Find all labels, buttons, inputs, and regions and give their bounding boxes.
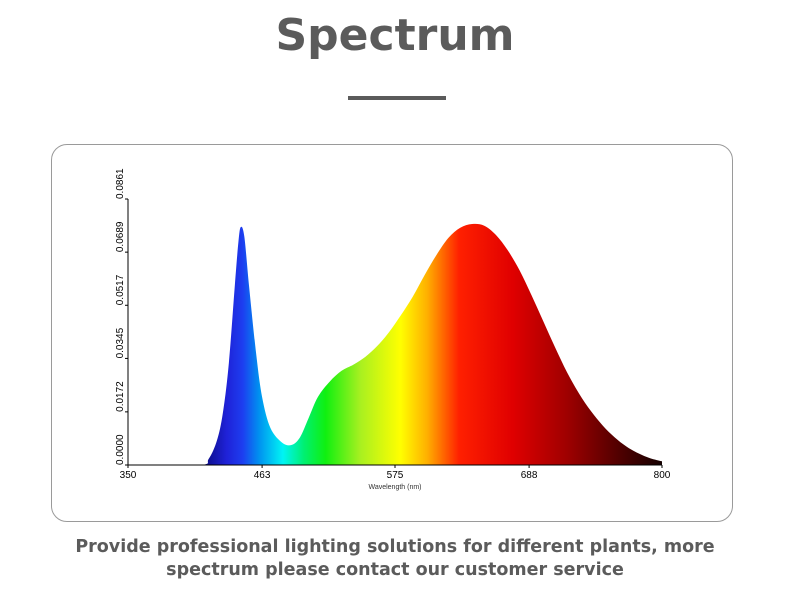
spectrum-chart: 350 463 575 688 800 0.0000 0.0172 0.0345 0.0517 0…	[115, 168, 671, 491]
y-tick-label: 0.0000	[115, 434, 126, 465]
spectrum-area	[128, 223, 662, 465]
spectrum-chart-card: 350 463 575 688 800 0.0000 0.0172 0.0345 0.0517 0…	[51, 144, 733, 522]
y-tick-label: 0.0345	[115, 327, 126, 358]
title-divider	[348, 96, 446, 100]
x-tick-label: 688	[521, 470, 538, 481]
x-tick-label: 800	[654, 470, 671, 481]
y-tick-label: 0.0172	[115, 381, 126, 412]
page-title: Spectrum	[275, 10, 515, 61]
x-tick-label: 463	[254, 470, 271, 481]
y-tick-label: 0.0689	[115, 221, 126, 252]
caption: Provide professional lighting solutions …	[0, 536, 790, 582]
caption-line-2: spectrum please contact our customer ser…	[166, 560, 624, 580]
x-tick-label: 350	[120, 470, 137, 481]
caption-line-1: Provide professional lighting solutions …	[75, 537, 715, 557]
y-tick-label: 0.0861	[115, 168, 126, 199]
x-axis-title: Wavelength (nm)	[368, 484, 421, 491]
x-tick-label: 575	[387, 470, 404, 481]
y-tick-label: 0.0517	[115, 274, 126, 305]
